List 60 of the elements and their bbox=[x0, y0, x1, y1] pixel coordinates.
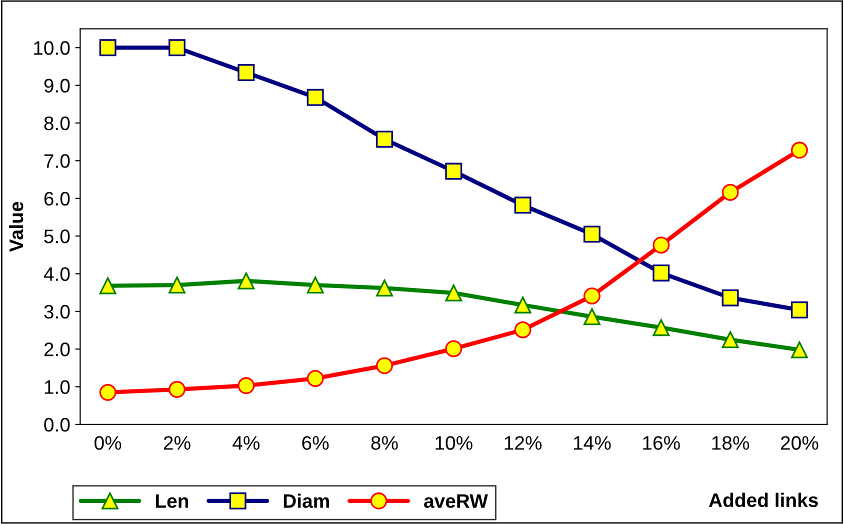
point bbox=[514, 296, 532, 314]
x-tick-label: 14% bbox=[574, 436, 611, 450]
legend-label: Len bbox=[156, 494, 188, 508]
point bbox=[790, 341, 808, 358]
point bbox=[722, 331, 739, 348]
x-tick-label: 6% bbox=[302, 436, 329, 450]
point bbox=[168, 39, 186, 56]
point bbox=[306, 370, 324, 387]
point bbox=[584, 226, 600, 243]
point bbox=[514, 196, 532, 214]
x-tick-label: 16% bbox=[643, 436, 680, 450]
x-tick-label: 8% bbox=[371, 436, 398, 450]
point bbox=[238, 377, 255, 394]
point bbox=[722, 184, 739, 201]
point bbox=[445, 162, 462, 180]
point bbox=[376, 280, 393, 297]
point bbox=[514, 321, 532, 338]
y-tick-label: 0.0 bbox=[44, 418, 70, 432]
legend-label: Diam bbox=[284, 494, 329, 508]
y-tick-label: 2.0 bbox=[44, 342, 70, 356]
y-tick-label: 9.0 bbox=[44, 78, 70, 93]
point bbox=[790, 142, 808, 159]
point bbox=[99, 384, 116, 401]
y-tick-label: 3.0 bbox=[44, 304, 70, 319]
x-tick-label: 18% bbox=[712, 436, 750, 450]
y-tick-label: 4.0 bbox=[44, 267, 70, 281]
point bbox=[168, 380, 186, 398]
x-tick-label: 4% bbox=[232, 436, 260, 450]
x-tick-label: 20% bbox=[780, 436, 818, 450]
point bbox=[584, 287, 600, 304]
point bbox=[652, 236, 670, 254]
point bbox=[376, 130, 393, 148]
point bbox=[168, 276, 186, 294]
y-tick-label: 7.0 bbox=[44, 154, 70, 168]
point bbox=[584, 308, 600, 326]
point bbox=[238, 272, 255, 290]
y-tick-label: 6.0 bbox=[44, 192, 70, 206]
y-axis-title: Value bbox=[8, 202, 24, 252]
x-axis-title: Added links bbox=[708, 492, 818, 508]
x-tick-label: 2% bbox=[164, 436, 190, 450]
point bbox=[238, 64, 255, 81]
point bbox=[790, 301, 808, 318]
point bbox=[99, 277, 116, 294]
x-tick-label: 12% bbox=[504, 436, 542, 450]
legend-label: aveRW bbox=[424, 494, 488, 508]
point bbox=[306, 88, 324, 106]
point bbox=[445, 340, 462, 358]
point bbox=[445, 284, 462, 302]
point bbox=[376, 357, 393, 374]
point bbox=[306, 276, 324, 294]
x-tick-label: 0% bbox=[94, 436, 122, 450]
y-tick-label: 8.0 bbox=[44, 116, 70, 130]
point bbox=[722, 289, 739, 306]
point bbox=[99, 39, 116, 56]
point bbox=[652, 319, 670, 336]
y-tick-label: 5.0 bbox=[44, 230, 70, 244]
point bbox=[652, 264, 670, 282]
y-tick-label: 1.0 bbox=[44, 380, 70, 394]
x-tick-label: 10% bbox=[436, 436, 472, 450]
y-tick-label: 10.0 bbox=[34, 41, 70, 55]
